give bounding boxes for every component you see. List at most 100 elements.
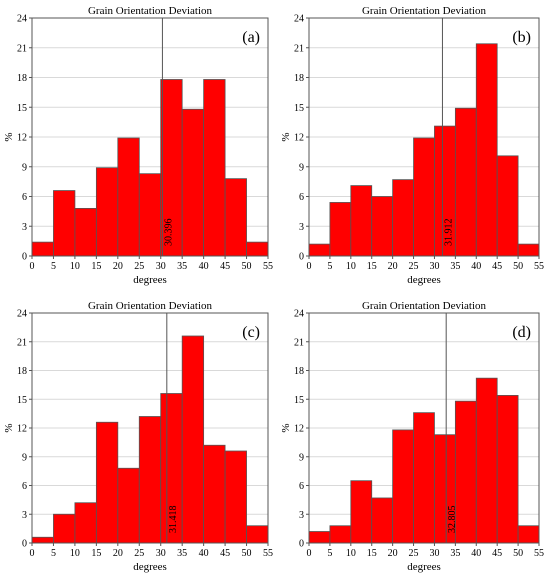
y-tick-label: 18 — [17, 73, 27, 84]
x-tick-label: 45 — [220, 548, 230, 559]
x-tick-label: 15 — [367, 548, 377, 559]
mean-value-label: 32.805 — [447, 506, 458, 534]
y-tick-label: 6 — [299, 481, 304, 492]
y-tick-label: 21 — [294, 43, 304, 54]
histogram-bar — [246, 241, 269, 257]
histogram-bar — [53, 190, 76, 257]
x-tick-label: 0 — [30, 261, 35, 272]
x-axis-label: degrees — [133, 561, 167, 573]
y-tick-label: 24 — [294, 309, 304, 320]
y-tick-label: 18 — [294, 73, 304, 84]
x-tick-label: 30 — [156, 548, 166, 559]
mean-value-label: 31.912 — [443, 219, 454, 247]
x-tick-label: 25 — [409, 261, 419, 272]
histogram-bar — [224, 178, 247, 257]
y-tick-label: 12 — [294, 424, 304, 435]
x-tick-label: 35 — [450, 261, 460, 272]
y-tick-label: 3 — [22, 510, 27, 521]
x-tick-label: 55 — [534, 548, 544, 559]
x-tick-label: 40 — [199, 548, 209, 559]
y-axis-label: % — [3, 132, 15, 141]
histogram-bar — [496, 155, 519, 257]
y-axis-label: % — [280, 132, 292, 141]
histogram-bar — [308, 531, 331, 544]
histogram-bar — [371, 497, 394, 544]
y-tick-label: 21 — [17, 337, 27, 348]
y-tick-label: 6 — [22, 481, 27, 492]
y-tick-label: 6 — [299, 192, 304, 203]
histogram-bar — [517, 525, 540, 544]
y-tick-label: 15 — [294, 103, 304, 114]
y-tick-label: 15 — [17, 103, 27, 114]
x-tick-label: 5 — [327, 261, 332, 272]
histogram-bar — [117, 137, 140, 257]
histogram-bar — [224, 450, 247, 544]
x-tick-label: 10 — [70, 261, 80, 272]
histogram-bar — [246, 525, 269, 544]
x-tick-label: 0 — [307, 261, 312, 272]
histogram-bar — [371, 196, 394, 257]
y-axis-label: % — [280, 423, 292, 432]
x-tick-label: 15 — [91, 261, 101, 272]
x-tick-label: 40 — [471, 548, 481, 559]
x-tick-label: 50 — [513, 548, 523, 559]
x-tick-label: 15 — [91, 548, 101, 559]
x-tick-label: 50 — [242, 548, 252, 559]
histogram-bar — [203, 444, 226, 544]
x-tick-label: 30 — [156, 261, 166, 272]
histogram-bar — [95, 167, 119, 257]
chart-title: Grain Orientation Deviation — [88, 300, 213, 312]
histogram-bar — [138, 173, 162, 257]
histogram-bar — [138, 416, 162, 544]
y-tick-label: 12 — [17, 133, 27, 144]
x-tick-label: 55 — [263, 261, 273, 272]
y-tick-label: 24 — [17, 309, 27, 320]
y-tick-label: 21 — [294, 337, 304, 348]
x-tick-label: 10 — [70, 548, 80, 559]
panel-label: (b) — [512, 29, 531, 46]
histogram-bar — [117, 467, 140, 544]
x-tick-label: 35 — [177, 548, 187, 559]
x-tick-label: 25 — [134, 548, 144, 559]
x-tick-label: 50 — [513, 261, 523, 272]
y-tick-label: 0 — [22, 539, 27, 550]
x-tick-label: 35 — [450, 548, 460, 559]
histogram-bar — [496, 395, 519, 544]
histogram-panel-c: 31.418 0 3 6 9 12 15 18 21 24 0 5 10 15 20 25 30 35 40 45 50… — [3, 300, 273, 573]
y-tick-label: 12 — [294, 133, 304, 144]
x-tick-label: 20 — [388, 261, 398, 272]
x-tick-label: 30 — [429, 548, 439, 559]
x-tick-label: 45 — [492, 548, 502, 559]
histogram-bar — [95, 421, 119, 544]
histogram-bar — [413, 137, 435, 257]
x-tick-label: 20 — [388, 548, 398, 559]
x-tick-label: 10 — [346, 261, 356, 272]
x-tick-label: 25 — [134, 261, 144, 272]
x-tick-label: 5 — [51, 261, 56, 272]
y-tick-label: 9 — [22, 162, 27, 173]
y-tick-label: 3 — [299, 222, 304, 233]
x-tick-label: 55 — [534, 261, 544, 272]
y-tick-label: 24 — [294, 14, 304, 25]
histogram-bar — [74, 207, 97, 257]
histogram-bar — [392, 179, 414, 257]
histogram-bar — [53, 513, 76, 544]
y-tick-label: 24 — [17, 14, 27, 25]
histogram-bar — [350, 185, 373, 257]
y-axis-label: % — [3, 423, 15, 432]
histogram-bar — [413, 412, 435, 544]
y-tick-label: 12 — [17, 424, 27, 435]
x-tick-label: 0 — [30, 548, 35, 559]
histogram-panel-d: 32.805 0 3 6 9 12 15 18 21 24 0 5 10 15 20 25 30 35 40 45 50… — [280, 300, 544, 573]
x-tick-label: 55 — [263, 548, 273, 559]
x-tick-label: 15 — [367, 261, 377, 272]
x-axis-label: degrees — [407, 561, 441, 573]
x-tick-label: 35 — [177, 261, 187, 272]
histogram-bar — [31, 536, 54, 544]
histogram-bar — [31, 241, 54, 257]
y-tick-label: 15 — [294, 395, 304, 406]
y-tick-label: 0 — [22, 252, 27, 263]
y-tick-label: 3 — [22, 222, 27, 233]
y-tick-label: 0 — [299, 252, 304, 263]
